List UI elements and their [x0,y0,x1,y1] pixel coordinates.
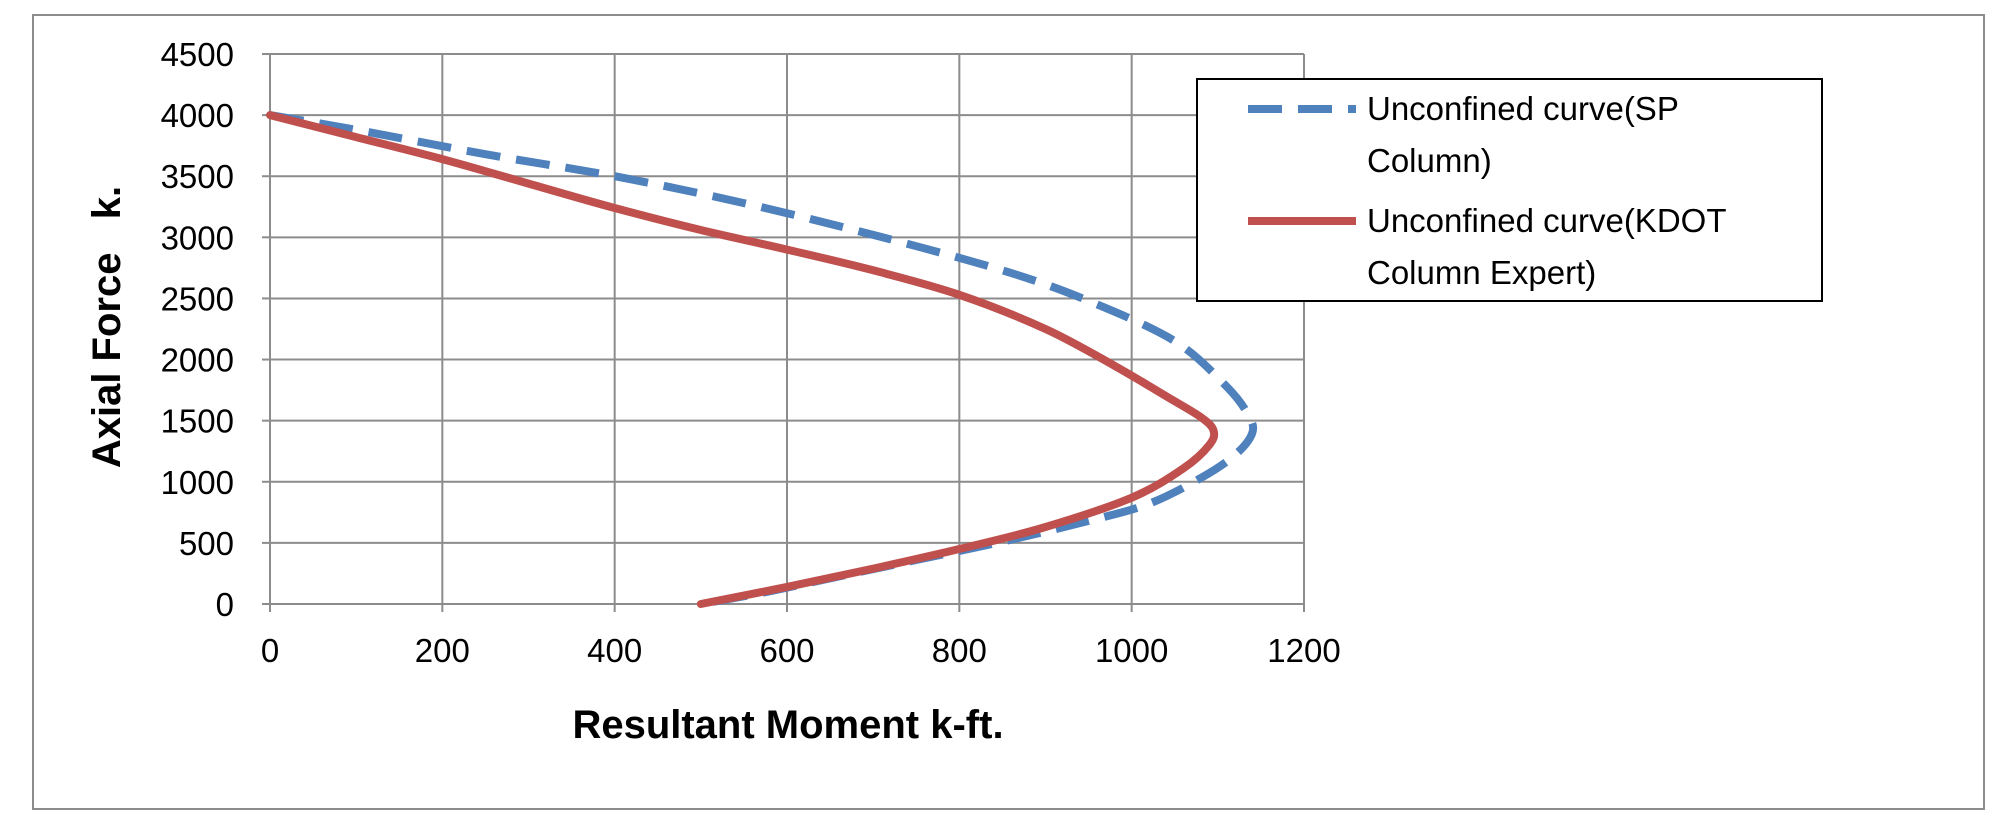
y-axis-title: Axial Force k. [85,186,129,468]
y-tick-label: 2000 [161,342,234,379]
series-line-kdot-column-expert [266,111,1219,608]
y-tick-label: 500 [179,525,234,562]
x-tick-label: 1200 [1267,632,1340,669]
y-tick-label: 0 [216,586,234,623]
tick-labels: 0 200 400 600 800 1000 1200 0 500 1000 1500 2000 250… [161,36,1341,669]
y-tick-label: 3000 [161,219,234,256]
y-tick-label: 4500 [161,36,234,73]
x-tick-label: 600 [759,632,814,669]
series-layer [266,111,1258,608]
grid-layer [262,53,1305,612]
y-tick-label: 4000 [161,97,234,134]
legend: Unconfined curve(SP Column) Unconfined cu… [1196,78,1823,302]
x-tick-label: 0 [261,632,279,669]
x-tick-label: 1000 [1095,632,1168,669]
y-tick-label: 1500 [161,403,234,440]
y-tick-label: 3500 [161,158,234,195]
x-axis-title: Resultant Moment k-ft. [572,703,1003,747]
x-tick-label: 400 [587,632,642,669]
x-tick-label: 800 [932,632,987,669]
legend-box [1196,78,1823,302]
y-tick-label: 1000 [161,464,234,501]
y-tick-label: 2500 [161,280,234,317]
legend-label-sp-column: Unconfined curve(SP Column) [1367,90,1679,179]
x-tick-label: 200 [415,632,470,669]
legend-label-kdot-column-expert: Unconfined curve(KDOT Column Expert) [1367,202,1726,291]
